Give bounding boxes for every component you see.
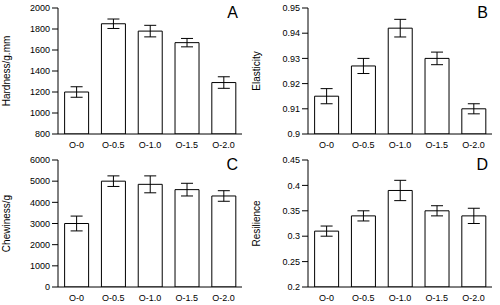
svg-text:4000: 4000	[30, 198, 50, 208]
svg-text:2000: 2000	[30, 3, 50, 13]
svg-text:O-0: O-0	[69, 140, 84, 150]
svg-text:2000: 2000	[30, 240, 50, 250]
svg-text:0.94: 0.94	[282, 28, 300, 38]
svg-text:Hardness/g.mm: Hardness/g.mm	[8, 36, 12, 107]
svg-text:O-0.5: O-0.5	[102, 140, 125, 150]
svg-text:O-1.5: O-1.5	[426, 293, 449, 303]
svg-text:O-1.0: O-1.0	[139, 293, 162, 303]
svg-text:0.35: 0.35	[282, 206, 300, 216]
svg-text:O-1.0: O-1.0	[389, 293, 412, 303]
svg-text:0.45: 0.45	[282, 155, 300, 165]
svg-text:0.93: 0.93	[282, 54, 300, 64]
svg-text:O-0.5: O-0.5	[352, 293, 375, 303]
svg-text:O-0: O-0	[319, 293, 334, 303]
svg-text:0.2: 0.2	[287, 282, 300, 292]
svg-text:5000: 5000	[30, 176, 50, 186]
svg-text:Resilience: Resilience	[251, 200, 262, 247]
html-text:B: B	[477, 4, 488, 21]
svg-text:800: 800	[35, 129, 50, 139]
svg-text:Elasticity: Elasticity	[251, 51, 262, 90]
svg-text:1600: 1600	[30, 45, 50, 55]
svg-text:0.25: 0.25	[282, 257, 300, 267]
svg-text:O-1.5: O-1.5	[176, 293, 199, 303]
svg-text:1400: 1400	[30, 66, 50, 76]
svg-text:O-1.0: O-1.0	[389, 140, 412, 150]
svg-text:0.91: 0.91	[282, 104, 300, 114]
html-text:D: D	[476, 156, 488, 173]
svg-text:0.3: 0.3	[287, 231, 300, 241]
svg-text:O-0.5: O-0.5	[352, 140, 375, 150]
svg-text:1000: 1000	[30, 108, 50, 118]
svg-text:0: 0	[45, 282, 50, 292]
svg-text:0.4: 0.4	[287, 181, 300, 191]
svg-text:3000: 3000	[30, 219, 50, 229]
svg-text:6000: 6000	[30, 155, 50, 165]
svg-text:0.92: 0.92	[282, 79, 300, 89]
svg-text:O-2.0: O-2.0	[212, 293, 235, 303]
svg-text:1000: 1000	[30, 261, 50, 271]
svg-text:1800: 1800	[30, 24, 50, 34]
svg-text:O-0: O-0	[319, 140, 334, 150]
svg-text:O-1.0: O-1.0	[139, 140, 162, 150]
svg-text:O-1.5: O-1.5	[176, 140, 199, 150]
html-text:A: A	[227, 4, 238, 21]
svg-text:O-0.5: O-0.5	[102, 293, 125, 303]
svg-text:0.9: 0.9	[287, 129, 300, 139]
svg-text:Chewiness/g: Chewiness/g	[8, 195, 12, 252]
svg-text:1200: 1200	[30, 87, 50, 97]
svg-text:O-1.5: O-1.5	[426, 140, 449, 150]
svg-text:O-2.0: O-2.0	[212, 140, 235, 150]
svg-text:0.95: 0.95	[282, 3, 300, 13]
svg-text:O-2.0: O-2.0	[462, 293, 485, 303]
html-text:C: C	[226, 156, 238, 173]
svg-text:O-0: O-0	[69, 293, 84, 303]
svg-text:O-2.0: O-2.0	[462, 140, 485, 150]
